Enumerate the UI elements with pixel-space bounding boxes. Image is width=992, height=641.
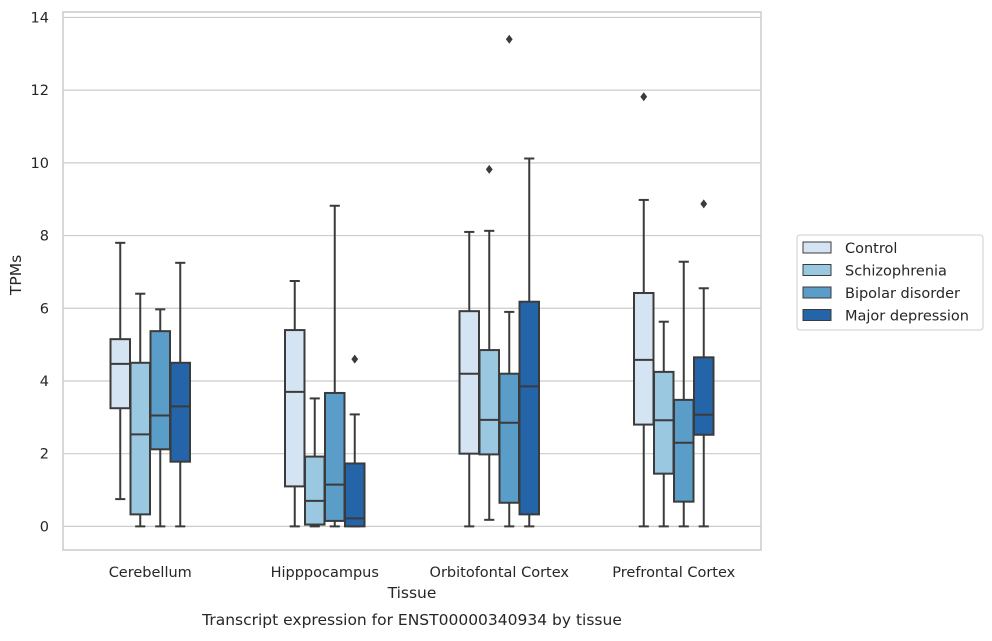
box xyxy=(324,391,346,522)
y-tick-label: 14 xyxy=(31,10,49,26)
box xyxy=(149,330,171,451)
outlier-point xyxy=(505,34,513,44)
legend-box xyxy=(796,234,984,331)
outlier-point xyxy=(700,199,708,209)
y-tick-label: 4 xyxy=(40,374,49,390)
box xyxy=(653,370,675,475)
box xyxy=(109,338,131,410)
chart-caption: Transcript expression for ENST0000034093… xyxy=(201,611,622,629)
y-tick-label: 10 xyxy=(31,156,49,172)
box xyxy=(673,398,695,503)
plot-frame xyxy=(62,11,762,551)
legend-swatch xyxy=(802,309,832,321)
x-axis-label: Tissue xyxy=(387,584,437,602)
x-tick-label: Hipppocampus xyxy=(271,565,379,581)
y-tick-label: 2 xyxy=(40,447,49,463)
box xyxy=(633,291,655,426)
box xyxy=(478,349,500,456)
legend-label: Major depression xyxy=(845,309,969,325)
legend-label: Schizophrenia xyxy=(845,264,947,280)
y-tick-label: 6 xyxy=(40,301,49,317)
legend-label: Control xyxy=(845,241,897,257)
outlier-point xyxy=(640,92,648,102)
outlier-point xyxy=(351,354,359,364)
y-axis-label: TPMs xyxy=(7,255,25,296)
box xyxy=(344,462,366,528)
box xyxy=(693,356,715,436)
box xyxy=(169,361,191,463)
x-tick-label: Cerebellum xyxy=(109,565,192,581)
outlier-point xyxy=(485,164,493,174)
y-tick-label: 12 xyxy=(31,83,49,99)
x-tick-label: Orbitofontal Cortex xyxy=(430,565,570,581)
legend-swatch xyxy=(802,264,832,276)
box xyxy=(518,300,540,516)
legend-label: Bipolar disorder xyxy=(845,286,960,302)
box xyxy=(129,361,151,516)
box xyxy=(458,310,480,455)
x-tick-label: Prefrontal Cortex xyxy=(612,565,735,581)
box xyxy=(284,329,306,488)
box xyxy=(498,372,520,504)
y-tick-label: 8 xyxy=(40,229,49,245)
y-tick-label: 0 xyxy=(40,519,49,535)
legend-swatch xyxy=(802,241,832,254)
box xyxy=(304,455,326,526)
legend-swatch xyxy=(802,286,832,299)
